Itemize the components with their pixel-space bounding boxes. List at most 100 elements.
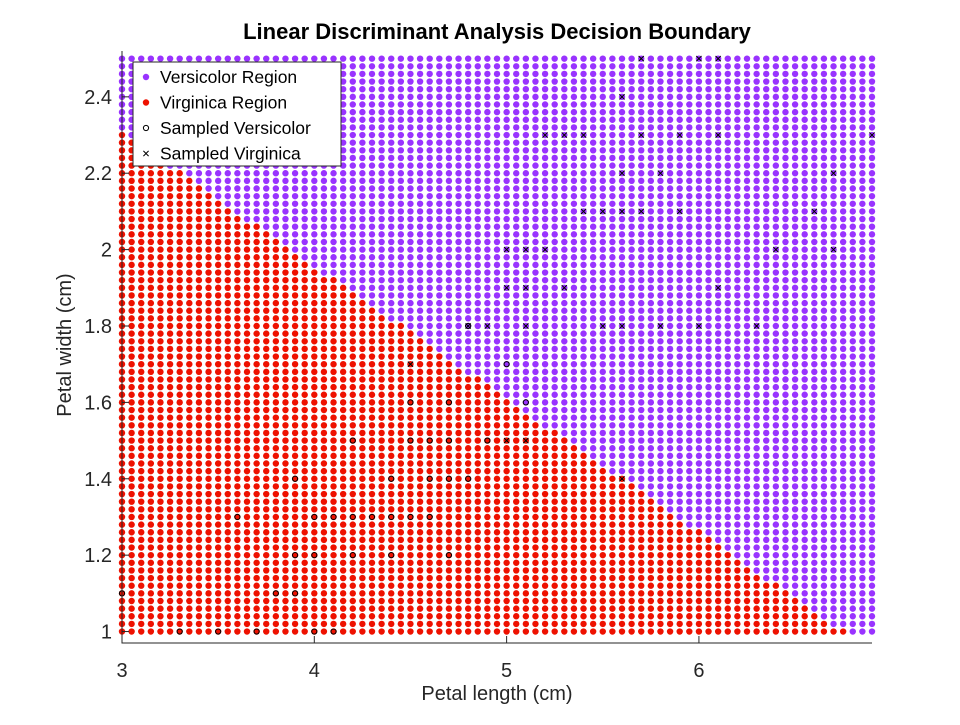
virginica-region-dot <box>638 498 645 505</box>
virginica-region-dot <box>214 315 222 322</box>
versicolor-region-dot <box>513 338 520 345</box>
versicolor-region-dot <box>397 185 405 192</box>
virginica-region-dot <box>339 551 347 559</box>
versicolor-region-dot <box>686 108 693 116</box>
virginica-region-dot <box>609 597 616 605</box>
virginica-region-dot <box>282 620 289 628</box>
versicolor-region-dot <box>397 124 405 131</box>
virginica-region-dot <box>320 353 328 360</box>
versicolor-region-dot <box>513 223 520 230</box>
versicolor-region-dot <box>532 330 539 337</box>
virginica-region-dot <box>224 338 231 345</box>
versicolor-region-dot <box>734 513 741 521</box>
virginica-region-dot <box>157 406 164 414</box>
versicolor-region-dot <box>436 338 443 345</box>
virginica-region-dot <box>397 422 405 429</box>
virginica-region-dot <box>397 521 405 528</box>
versicolor-region-dot <box>657 254 664 261</box>
virginica-region-dot <box>522 605 530 612</box>
virginica-region-dot <box>224 261 231 269</box>
versicolor-region-dot <box>484 108 491 116</box>
versicolor-region-dot <box>339 124 347 131</box>
virginica-region-dot <box>205 254 212 261</box>
virginica-region-dot <box>638 490 645 498</box>
virginica-region-dot <box>138 582 145 589</box>
versicolor-region-dot <box>743 353 751 360</box>
virginica-region-dot <box>359 460 366 467</box>
virginica-region-dot <box>532 529 539 536</box>
versicolor-region-dot <box>436 299 443 307</box>
virginica-region-dot <box>272 276 280 284</box>
virginica-region-dot <box>272 498 280 505</box>
versicolor-region-dot <box>686 85 693 93</box>
versicolor-region-dot <box>618 269 626 276</box>
versicolor-region-dot <box>541 215 549 223</box>
versicolor-region-dot <box>493 85 501 93</box>
versicolor-region-dot <box>464 215 472 223</box>
virginica-region-dot <box>330 521 337 528</box>
versicolor-region-dot <box>522 215 530 223</box>
virginica-region-dot <box>320 582 328 589</box>
versicolor-region-dot <box>695 315 703 322</box>
virginica-region-dot <box>513 452 520 460</box>
virginica-region-dot <box>484 613 491 620</box>
virginica-region-dot <box>282 467 289 475</box>
virginica-region-dot <box>234 620 241 628</box>
versicolor-region-dot <box>589 330 597 337</box>
versicolor-region-dot <box>464 231 472 238</box>
virginica-region-dot <box>714 559 722 566</box>
virginica-region-dot <box>128 590 135 597</box>
virginica-region-dot <box>743 582 751 589</box>
versicolor-region-dot <box>455 85 462 93</box>
virginica-region-dot <box>205 521 212 528</box>
virginica-region-dot <box>541 574 549 582</box>
virginica-region-dot <box>311 360 318 368</box>
virginica-region-dot <box>186 582 193 589</box>
versicolor-region-dot <box>368 162 376 169</box>
versicolor-region-dot <box>743 231 751 238</box>
versicolor-region-dot <box>714 139 722 146</box>
virginica-region-dot <box>503 406 510 414</box>
versicolor-region-dot <box>638 154 645 162</box>
virginica-region-dot <box>263 452 270 460</box>
versicolor-region-dot <box>349 93 356 101</box>
versicolor-region-dot <box>599 460 606 467</box>
versicolor-region-dot <box>426 139 433 146</box>
virginica-region-dot <box>234 597 241 605</box>
virginica-region-dot <box>561 529 568 536</box>
virginica-region-dot <box>157 422 164 429</box>
versicolor-region-dot <box>666 437 674 444</box>
virginica-region-dot <box>128 460 135 467</box>
virginica-region-dot <box>243 506 251 513</box>
virginica-region-dot <box>224 307 231 314</box>
versicolor-region-dot <box>647 376 655 383</box>
versicolor-region-dot <box>676 460 683 467</box>
versicolor-region-dot <box>657 437 664 444</box>
virginica-region-dot <box>138 628 145 635</box>
virginica-region-dot <box>580 574 587 582</box>
versicolor-region-dot <box>455 345 462 353</box>
virginica-region-dot <box>243 223 251 230</box>
versicolor-region-dot <box>638 292 645 299</box>
versicolor-region-dot <box>234 177 241 185</box>
virginica-region-dot <box>253 360 260 368</box>
versicolor-region-dot <box>359 139 366 146</box>
virginica-region-dot <box>157 399 164 406</box>
virginica-region-dot <box>253 467 260 475</box>
versicolor-region-dot <box>282 177 289 185</box>
virginica-region-dot <box>705 536 712 544</box>
versicolor-region-dot <box>339 208 347 215</box>
versicolor-region-dot <box>532 254 539 261</box>
virginica-region-dot <box>291 506 299 513</box>
versicolor-region-dot <box>618 116 626 123</box>
virginica-region-dot <box>532 429 539 437</box>
virginica-region-dot <box>589 536 597 544</box>
virginica-region-dot <box>503 460 510 467</box>
virginica-region-dot <box>195 231 203 238</box>
virginica-region-dot <box>166 574 174 582</box>
versicolor-region-dot <box>474 338 481 345</box>
versicolor-region-dot <box>580 414 587 421</box>
virginica-region-dot <box>224 498 231 505</box>
versicolor-region-dot <box>445 162 453 169</box>
versicolor-region-dot <box>407 192 414 200</box>
